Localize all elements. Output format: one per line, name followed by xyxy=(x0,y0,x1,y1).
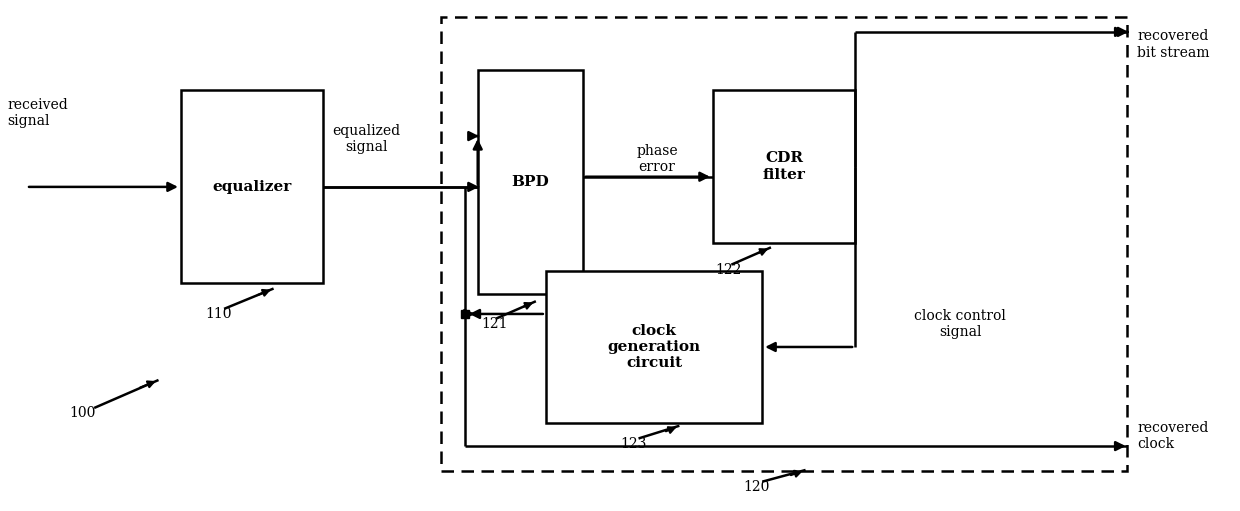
Text: 122: 122 xyxy=(715,263,742,277)
Text: BPD: BPD xyxy=(511,175,549,189)
Text: 120: 120 xyxy=(744,480,770,494)
Text: recovered
clock: recovered clock xyxy=(1137,421,1209,451)
Text: 123: 123 xyxy=(620,436,646,451)
Bar xyxy=(546,271,763,423)
Text: recovered
bit stream: recovered bit stream xyxy=(1137,30,1210,60)
Text: 100: 100 xyxy=(69,406,95,420)
Bar xyxy=(181,90,324,284)
Text: clock control
signal: clock control signal xyxy=(914,309,1006,339)
Text: CDR
filter: CDR filter xyxy=(763,151,805,182)
Bar xyxy=(440,17,1127,472)
Text: 110: 110 xyxy=(206,307,232,321)
Bar xyxy=(477,70,583,294)
Text: equalizer: equalizer xyxy=(212,180,291,194)
Text: 121: 121 xyxy=(481,317,508,331)
Text: equalized
signal: equalized signal xyxy=(332,124,401,154)
Bar xyxy=(713,90,856,243)
Text: phase
error: phase error xyxy=(636,144,678,174)
Text: clock
generation
circuit: clock generation circuit xyxy=(608,324,701,370)
Text: received
signal: received signal xyxy=(7,98,68,128)
